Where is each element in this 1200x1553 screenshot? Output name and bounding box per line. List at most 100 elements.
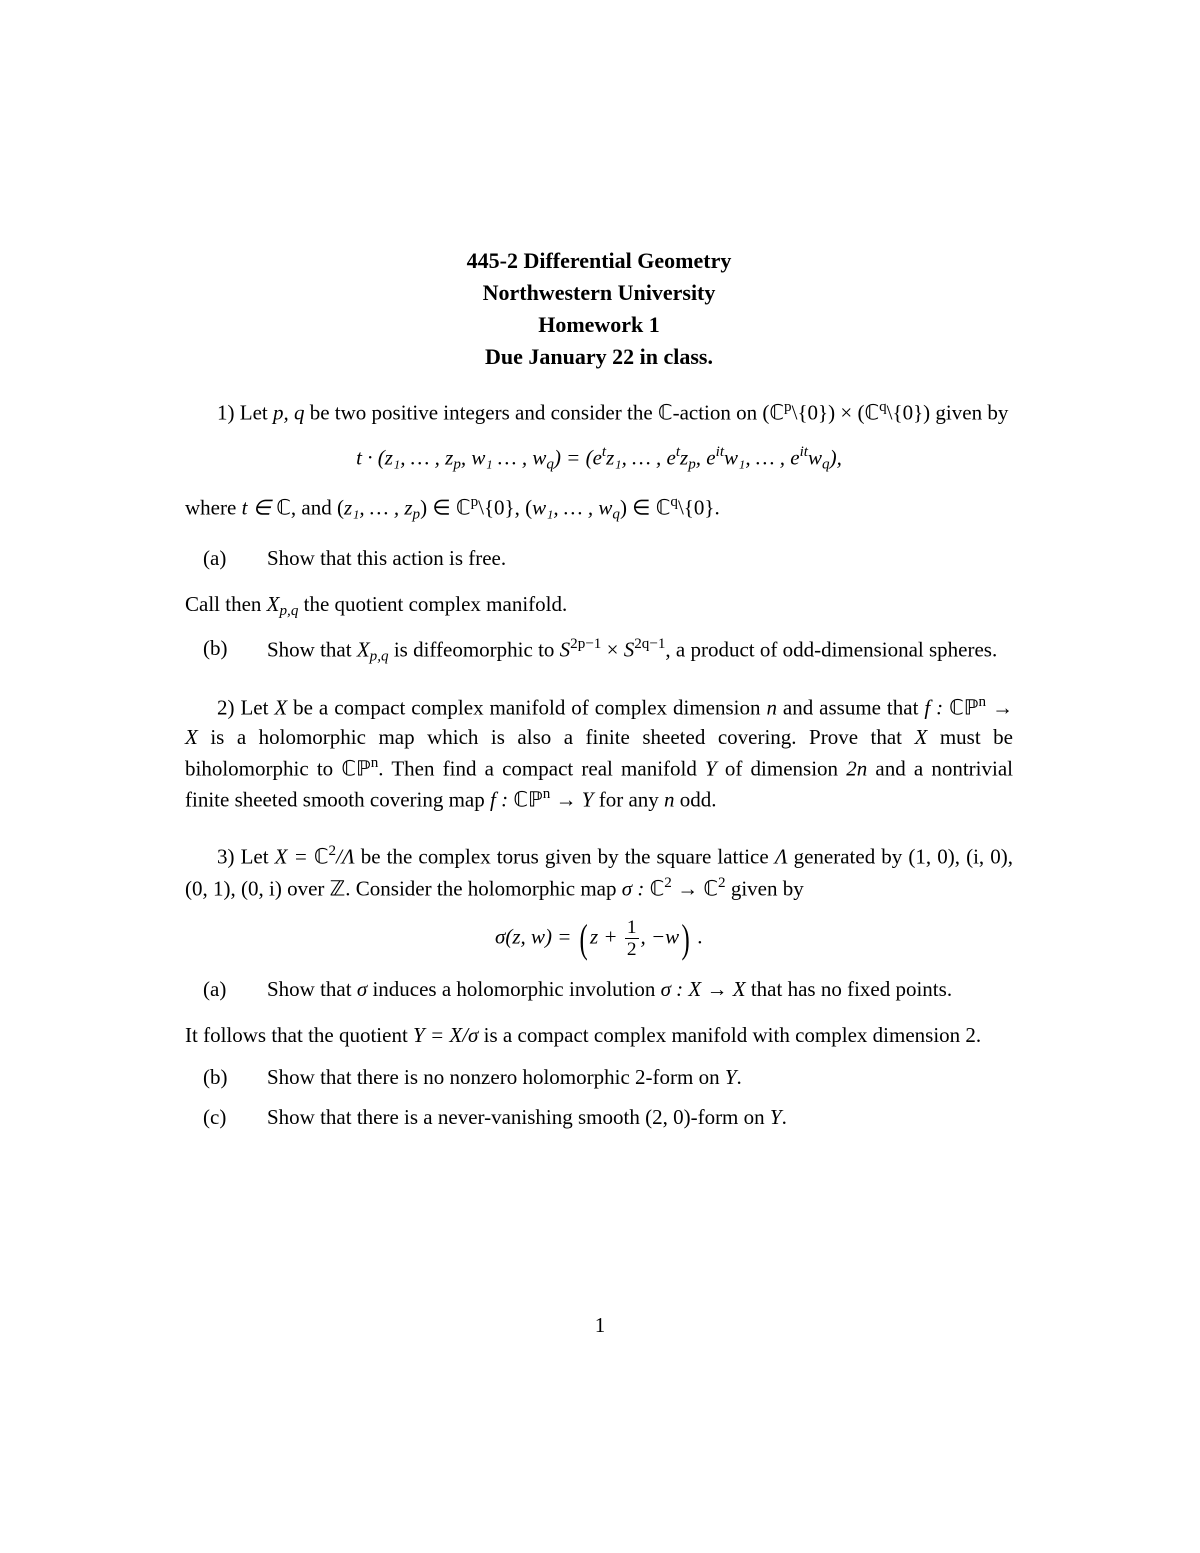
text: that has no fixed points. [746,977,952,1001]
var-pq: p, q [273,400,305,424]
var-zp: p [413,506,421,522]
text: -action on ( [673,400,770,424]
frac-num: 1 [625,918,639,939]
p1-item-b: (b) Show that Xp,q is diffeomorphic to S… [185,634,1013,668]
item-body: Show that σ induces a holomorphic involu… [267,975,1013,1005]
text: ) ∈ [420,495,456,519]
S1-exp: 2p−1 [570,636,601,652]
text: \{0}) given by [887,400,1009,424]
item-body: Show that there is a never-vanishing smo… [267,1103,1013,1133]
Y2: Y [582,788,594,812]
p3-item-c: (c) Show that there is a never-vanishing… [185,1103,1013,1133]
eq-lhs: σ(z, w) = [495,924,577,948]
set-C: ℂ [658,400,673,424]
text: Show that [267,977,357,1001]
C2c: ℂ [703,876,718,900]
text: induces a holomorphic involution [367,977,660,1001]
Y: Y [770,1105,782,1129]
arrow: → [986,696,1013,720]
X: X [274,696,287,720]
text: . Consider the holomorphic map [345,876,621,900]
p1-call: Call then Xp,q the quotient complex mani… [185,590,1013,623]
eq-zp-p: p [688,456,696,472]
eq-zp: z [680,445,688,469]
text: for any [593,788,664,812]
n: n [766,696,777,720]
item-body: Show that this action is free. [267,544,1013,574]
eq-p: p [453,456,461,472]
Cp2-exp: p [471,494,479,510]
eq-comma: , −w [641,924,680,948]
C2b: ℂ [650,876,665,900]
text: \{0}. [678,495,720,519]
item-body: Show that there is no nonzero holomorphi… [267,1063,1013,1093]
fraction: 12 [625,918,639,960]
sigma: σ : [622,876,650,900]
eq-period: . [692,924,703,948]
text: . [737,1065,742,1089]
text: ) ∈ [620,495,656,519]
title-line-4: Due January 22 in class. [185,341,1013,373]
p3-item-a: (a) Show that σ induces a holomorphic in… [185,975,1013,1005]
Cp-exp: p [784,399,792,415]
CPn3: ℂℙ [513,788,542,812]
title-line-1: 445-2 Differential Geometry [185,245,1013,277]
X3: X [915,725,928,749]
p1-equation: t · (z₁, … , zp, w₁ … , wq) = (etz₁, … ,… [185,442,1013,476]
Lambda: Λ [775,845,788,869]
text: \{0}, ( [478,495,532,519]
page-number: 1 [0,1313,1200,1338]
eq-eq: ) = (e [554,445,602,469]
Xpq2-sub: p,q [370,649,389,665]
p3-follow: It follows that the quotient Y = X/σ is … [185,1021,1013,1051]
title-line-3: Homework 1 [185,309,1013,341]
arrow2: → [550,788,582,812]
text: , and ( [291,495,344,519]
text: 2) Let [217,696,274,720]
sigma-map: σ : X → X [661,977,746,1001]
page: 445-2 Differential Geometry Northwestern… [0,0,1200,1553]
text: Call then [185,592,267,616]
Z: ℤ [330,876,346,900]
var-t: t ∈ [242,495,277,519]
item-body: Show that Xp,q is diffeomorphic to S2p−1… [267,634,1013,668]
n2: n [664,788,675,812]
item-label: (b) [185,634,267,668]
f: f : [924,696,949,720]
exp-it2: it [800,444,808,460]
S2: S [624,638,635,662]
Y: Y [705,756,717,780]
eq-lhs: t · (z₁, … , z [356,445,453,469]
text: Show that there is no nonzero holomorphi… [267,1065,725,1089]
p1-item-a: (a) Show that this action is free. [185,544,1013,574]
eq-zplus: z + [590,924,623,948]
text: odd. [675,788,717,812]
sigma: σ [357,977,367,1001]
C2-exp: 2 [329,843,337,859]
text: is a compact complex manifold with compl… [478,1023,981,1047]
p3-item-b: (b) Show that there is no nonzero holomo… [185,1063,1013,1093]
text: \{0}) × ( [792,400,865,424]
CPn-exp: n [979,694,987,710]
p3-intro: 3) Let X = ℂ2/Λ be the complex torus giv… [185,841,1013,903]
text: given by [726,876,804,900]
eq-wq: w [808,445,822,469]
set-C2: ℂ [276,495,291,519]
Xpq2: X [357,638,370,662]
times: × [601,638,623,662]
Y: Y = X/σ [413,1023,478,1047]
X2: X [185,725,198,749]
text: be the complex torus given by the square… [355,845,775,869]
text: It follows that the quotient [185,1023,413,1047]
text: the quotient complex manifold. [298,592,567,616]
slash: /Λ [336,845,355,869]
item-label: (c) [185,1103,267,1133]
eq-comma: , e [696,445,716,469]
Xpq-sub: p,q [279,603,298,619]
CPn: ℂℙ [949,696,978,720]
Xpq: X [267,592,280,616]
eq-wq-q: q [822,456,830,472]
eq-mid: , w₁ … , w [461,445,547,469]
text: Show that [267,638,357,662]
eq-z1: z₁, … , e [606,445,676,469]
